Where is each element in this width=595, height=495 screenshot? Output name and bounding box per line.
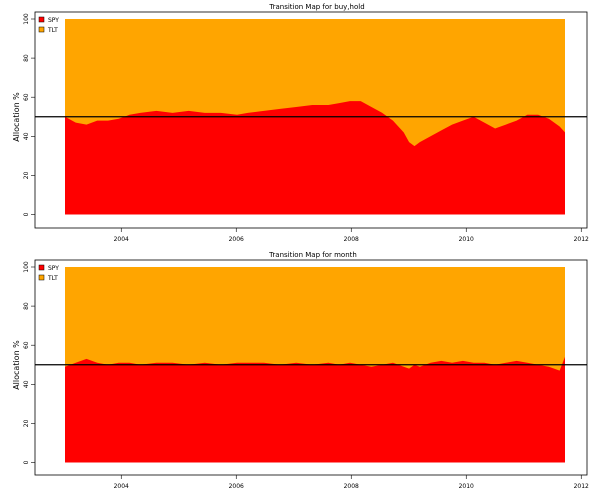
legend-label-spy: SPY	[48, 17, 59, 24]
x-tick-label: 2010	[459, 236, 474, 243]
y-tick-label: 60	[23, 341, 30, 349]
x-tick-label: 2008	[344, 236, 359, 243]
legend-label-tlt: TLT	[47, 275, 58, 282]
y-tick-label: 100	[23, 13, 30, 25]
x-tick-label: 2006	[229, 483, 244, 490]
y-tick-label: 60	[23, 93, 30, 101]
y-tick-label: 80	[23, 302, 30, 310]
x-tick-label: 2004	[114, 236, 129, 243]
y-tick-label: 40	[23, 380, 30, 388]
legend-label-spy: SPY	[48, 265, 59, 272]
y-tick-label: 0	[23, 212, 30, 216]
area-spy	[65, 356, 565, 463]
area-spy	[65, 101, 565, 215]
x-tick-label: 2010	[459, 483, 474, 490]
plot-area: 2004 2006 2008 2010 2012 0 20 40 60 80 100	[23, 259, 589, 490]
y-tick-label: 80	[23, 54, 30, 62]
y-axis-label: Allocation %	[12, 340, 21, 390]
x-tick-label: 2008	[344, 483, 359, 490]
chart-panel-month: Transition Map for month Allocation % 20…	[12, 251, 589, 490]
legend-label-tlt: TLT	[47, 27, 58, 34]
y-tick-label: 40	[23, 132, 30, 140]
chart-title: Transition Map for buy,hold	[268, 3, 364, 11]
chart-panel-buy-hold: Transition Map for buy,hold Allocation %…	[12, 3, 589, 243]
legend: SPY TLT	[38, 264, 59, 282]
y-tick-label: 20	[23, 419, 30, 427]
y-tick-label: 0	[23, 460, 30, 464]
plot-frame	[34, 11, 588, 229]
legend-swatch-spy	[38, 264, 45, 271]
y-tick-label: 100	[23, 261, 30, 273]
y-tick-label: 20	[23, 171, 30, 179]
x-tick-label: 2004	[114, 483, 129, 490]
y-axis-label: Allocation %	[12, 92, 21, 142]
legend-swatch-tlt	[38, 26, 45, 33]
chart-title: Transition Map for month	[268, 251, 357, 259]
x-tick-label: 2012	[574, 236, 589, 243]
x-tick-label: 2006	[229, 236, 244, 243]
x-tick-label: 2012	[574, 483, 589, 490]
legend: SPY TLT	[38, 16, 59, 34]
plot-area: 2004 2006 2008 2010 2012 0 20 40 60 80 100	[23, 11, 589, 243]
plot-frame	[34, 259, 588, 476]
legend-swatch-spy	[38, 16, 45, 23]
legend-swatch-tlt	[38, 274, 45, 281]
